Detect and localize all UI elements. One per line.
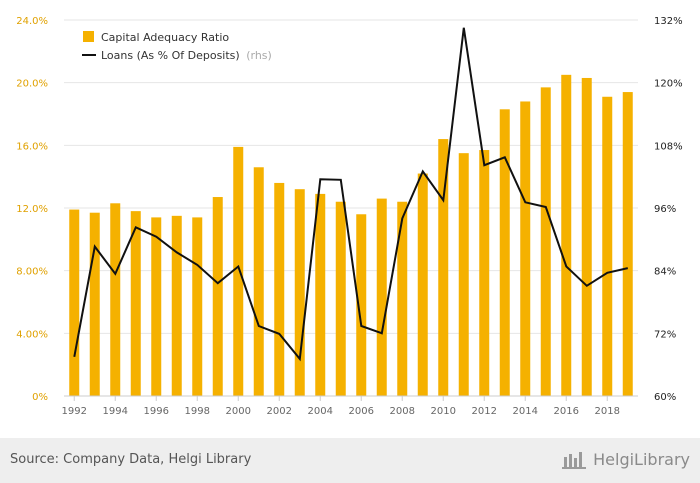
bar — [417, 173, 428, 396]
bar — [397, 201, 408, 396]
left-tick-label: 12.0% — [16, 204, 48, 215]
bar — [294, 189, 305, 396]
x-axis-ticks: 1992 1994 1996 1998 2000 2002 2004 2006 2008 2010… — [62, 406, 620, 417]
bar — [458, 153, 469, 396]
bar — [253, 167, 264, 396]
left-tick-label: 0% — [32, 392, 48, 403]
right-tick-label: 96% — [654, 204, 676, 215]
chart: 0% 4.00% 8.00% 12.0% 16.0% 20.0% 24.0% 60% 72% 8… — [16, 16, 683, 417]
x-tick-label: 2006 — [349, 406, 374, 417]
x-tick-label: 1994 — [103, 406, 128, 417]
legend-label-line: Loans (As % Of Deposits) (rhs) — [101, 49, 272, 62]
bar — [212, 197, 223, 396]
bar-series — [69, 74, 633, 397]
axes — [64, 395, 638, 401]
right-tick-label: 84% — [654, 267, 676, 278]
x-tick-label: 1992 — [62, 406, 87, 417]
bar — [315, 193, 326, 396]
brand-name: HelgiLibrary — [593, 449, 690, 469]
right-tick-label: 72% — [654, 329, 676, 340]
legend-label-bar: Capital Adequacy Ratio — [101, 31, 229, 44]
bar — [540, 87, 551, 396]
bar — [376, 198, 387, 396]
legend-label-line-name: Loans (As % Of Deposits) — [101, 49, 240, 62]
bar — [192, 217, 203, 396]
series-line — [73, 27, 629, 362]
left-tick-label: 20.0% — [16, 79, 48, 90]
bar — [356, 214, 367, 396]
legend-label-line-suffix: (rhs) — [246, 49, 272, 62]
bar — [151, 217, 162, 396]
bar — [622, 92, 633, 397]
right-tick-label: 120% — [654, 79, 683, 90]
bar — [130, 211, 141, 396]
x-tick-label: 2008 — [390, 406, 415, 417]
left-axis-ticks: 0% 4.00% 8.00% 12.0% 16.0% 20.0% 24.0% — [16, 16, 48, 403]
left-tick-label: 8.00% — [16, 267, 48, 278]
bar — [89, 212, 100, 396]
x-tick-label: 2000 — [226, 406, 251, 417]
library-icon — [562, 452, 587, 469]
bar — [561, 74, 572, 396]
bar — [581, 77, 592, 396]
right-axis-ticks: 60% 72% 84% 96% 108% 120% 132% — [654, 16, 683, 403]
x-tick-label: 2004 — [308, 406, 333, 417]
line-series — [73, 27, 629, 362]
bar — [499, 109, 510, 397]
x-tick-label: 2010 — [431, 406, 456, 417]
bar — [233, 146, 244, 396]
x-tick-label: 2012 — [472, 406, 497, 417]
left-tick-label: 4.00% — [16, 329, 48, 340]
x-tick-label: 2002 — [267, 406, 292, 417]
bar — [274, 182, 285, 396]
left-tick-label: 24.0% — [16, 16, 48, 27]
grid — [64, 19, 638, 334]
bar — [110, 203, 121, 396]
left-tick-label: 16.0% — [16, 141, 48, 152]
bar — [438, 139, 449, 397]
right-tick-label: 132% — [654, 16, 683, 27]
x-tick-label: 2016 — [554, 406, 579, 417]
x-tick-label: 1996 — [144, 406, 169, 417]
bar — [520, 101, 531, 396]
brand-logo: HelgiLibrary — [562, 449, 690, 469]
right-tick-label: 108% — [654, 141, 683, 152]
x-tick-label: 1998 — [185, 406, 210, 417]
legend-swatch-bar — [83, 31, 94, 42]
x-tick-label: 2018 — [595, 406, 620, 417]
bar — [602, 96, 613, 397]
bar — [479, 150, 490, 396]
bar — [69, 209, 80, 396]
bar — [335, 201, 346, 396]
bar — [171, 215, 182, 396]
right-tick-label: 60% — [654, 392, 676, 403]
x-tick-label: 2014 — [513, 406, 538, 417]
legend: Capital Adequacy Ratio Loans (As % Of De… — [82, 31, 272, 62]
source-note: Source: Company Data, Helgi Library — [10, 452, 252, 467]
footer: Source: Company Data, Helgi Library Helg… — [0, 438, 700, 483]
